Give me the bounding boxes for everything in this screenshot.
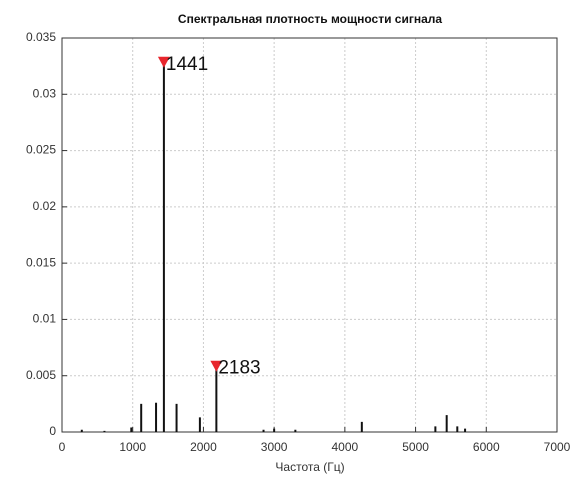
x-tick-label: 5000: [402, 440, 429, 454]
x-tick-label: 6000: [473, 440, 500, 454]
y-tick-label: 0.035: [26, 30, 56, 44]
x-tick-label: 1000: [119, 440, 146, 454]
y-tick-label: 0.01: [33, 312, 57, 326]
peak-label: 1441: [166, 54, 208, 75]
x-tick-label: 4000: [332, 440, 359, 454]
y-tick-label: 0.005: [26, 368, 56, 382]
x-tick-label: 7000: [544, 440, 571, 454]
y-tick-label: 0: [49, 424, 56, 438]
peak-marker: [157, 56, 170, 68]
y-tick-label: 0.015: [26, 255, 56, 269]
x-tick-label: 3000: [261, 440, 288, 454]
y-tick-label: 0.025: [26, 143, 56, 157]
x-tick-label: 2000: [190, 440, 217, 454]
plot-frame: [61, 37, 558, 433]
x-axis-label: Частота (Гц): [275, 460, 344, 474]
y-tick-label: 0.03: [33, 86, 57, 100]
y-tick-label: 0.02: [33, 199, 57, 213]
peak-label: 2183: [218, 358, 260, 379]
peak-marker: [210, 360, 223, 372]
x-tick-label: 0: [59, 440, 66, 454]
chart-title: Спектральная плотность мощности сигнала: [178, 12, 442, 26]
